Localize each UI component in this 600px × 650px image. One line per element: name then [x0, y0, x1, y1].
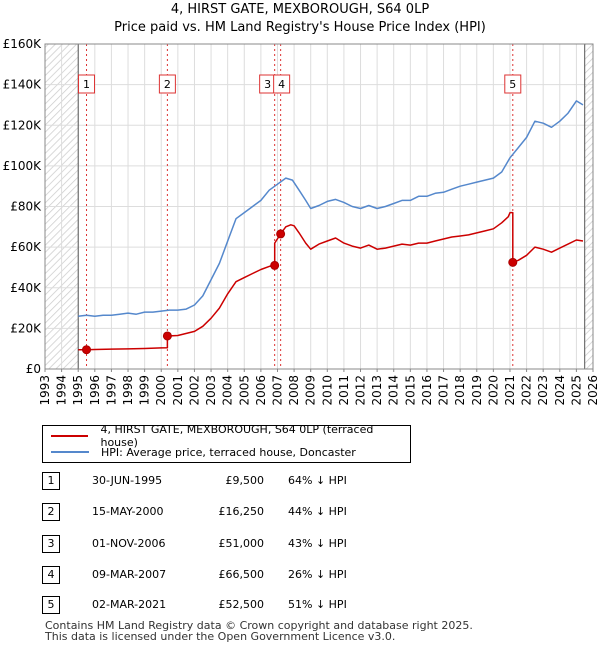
- sale-date: 15-MAY-2000: [92, 505, 164, 518]
- x-tick-label: 2004: [221, 375, 235, 406]
- x-tick-label: 2024: [553, 375, 567, 406]
- sale-hpi-diff: 44% ↓ HPI: [288, 505, 347, 518]
- x-tick-label: 2017: [437, 375, 451, 406]
- x-tick-label: 2012: [354, 375, 368, 406]
- x-tick-label: 2002: [187, 375, 201, 406]
- plot-frame: [44, 43, 594, 370]
- sale-number-badge: 4: [42, 566, 60, 584]
- chart-subtitle: Price paid vs. HM Land Registry's House …: [114, 20, 486, 35]
- x-tick-label: 2023: [536, 375, 550, 406]
- sale-number-label: 4: [278, 78, 285, 91]
- legend-label-property: 4, HIRST GATE, MEXBOROUGH, S64 0LP (terr…: [100, 423, 374, 449]
- x-tick-label: 2025: [569, 375, 583, 406]
- x-tick-label: 2016: [420, 375, 434, 406]
- sale-date: 30-JUN-1995: [92, 474, 163, 487]
- sale-number-badge: 2: [42, 503, 60, 521]
- property-series-line: [78, 211, 584, 351]
- legend-line-property: [51, 435, 89, 437]
- sale-point: [270, 260, 280, 270]
- x-tick-label: 2010: [320, 375, 334, 406]
- x-tick-label: 2022: [520, 375, 534, 406]
- sale-price: £51,000: [218, 537, 265, 550]
- sale-price: £52,500: [218, 598, 265, 611]
- y-tick-label: £100K: [3, 159, 43, 173]
- sale-price: £16,250: [218, 505, 265, 518]
- y-tick-label: £140K: [3, 78, 43, 92]
- x-tick-label: 2020: [486, 375, 500, 406]
- sale-number-box: [158, 74, 176, 94]
- sale-number-badge: 5: [42, 596, 60, 614]
- sale-price: £9,500: [225, 474, 265, 487]
- sale-number-label: 3: [264, 78, 271, 91]
- sale-point: [508, 257, 518, 267]
- x-tick-label: 2007: [270, 375, 284, 406]
- hpi-series-line: [78, 100, 584, 317]
- x-tick-label: 2019: [470, 375, 484, 406]
- sale-point: [82, 345, 92, 355]
- y-tick-label: £20K: [10, 321, 42, 335]
- chart-title: 4, HIRST GATE, MEXBOROUGH, S64 0LP: [170, 2, 430, 17]
- x-tick-label: 1998: [121, 375, 135, 406]
- sale-hpi-diff: 43% ↓ HPI: [288, 537, 347, 550]
- legend-line-hpi: [51, 451, 89, 453]
- x-tick-label: 2014: [387, 375, 401, 406]
- table-row: 5 02-MAR-2021 £52,500 51% ↓ HPI: [42, 596, 462, 614]
- x-tick-label: 2008: [287, 375, 301, 406]
- x-tick-label: 1999: [138, 375, 152, 406]
- sale-number-label: 2: [164, 78, 171, 91]
- x-tick-label: 2026: [586, 375, 600, 406]
- sale-number-box: [273, 74, 291, 94]
- sale-number-box: [78, 74, 96, 94]
- x-tick-label: 1996: [88, 375, 102, 406]
- x-tick-label: 2006: [254, 375, 268, 406]
- x-tick-label: 2000: [154, 375, 168, 406]
- x-tick-label: 2005: [237, 375, 251, 406]
- y-tick-label: £40K: [10, 281, 42, 295]
- sale-number-badge: 1: [42, 472, 60, 490]
- y-tick-label: £60K: [10, 240, 42, 254]
- sale-number-badge: 3: [42, 535, 60, 553]
- sale-number-label: 5: [509, 78, 516, 91]
- x-tick-label: 2003: [204, 375, 218, 406]
- legend: 4, HIRST GATE, MEXBOROUGH, S64 0LP (terr…: [42, 423, 411, 463]
- sale-point: [276, 229, 286, 239]
- x-tick-label: 1994: [55, 375, 69, 406]
- table-row: 3 01-NOV-2006 £51,000 43% ↓ HPI: [42, 535, 462, 553]
- sale-number-box: [504, 74, 522, 94]
- sale-price: £66,500: [218, 568, 265, 581]
- x-tick-label: 1993: [38, 375, 52, 406]
- footer-licence: This data is licensed under the Open Gov…: [45, 630, 396, 643]
- legend-label-hpi: HPI: Average price, terraced house, Donc…: [101, 445, 356, 459]
- y-tick-label: £160K: [3, 37, 43, 51]
- x-tick-label: 2001: [171, 375, 185, 406]
- y-tick-label: £120K: [3, 118, 43, 132]
- sale-hpi-diff: 26% ↓ HPI: [288, 568, 347, 581]
- legend-item-property: 4, HIRST GATE, MEXBOROUGH, S64 0LP (terr…: [51, 423, 410, 449]
- sale-hpi-diff: 64% ↓ HPI: [288, 474, 347, 487]
- table-row: 1 30-JUN-1995 £9,500 64% ↓ HPI: [42, 472, 462, 490]
- sale-date: 09-MAR-2007: [92, 568, 167, 581]
- table-row: 2 15-MAY-2000 £16,250 44% ↓ HPI: [42, 503, 462, 521]
- x-tick-label: 2011: [337, 375, 351, 406]
- x-tick-label: 1995: [71, 375, 85, 406]
- y-tick-label: £0: [26, 362, 41, 376]
- x-tick-label: 2021: [503, 375, 517, 406]
- legend-item-hpi: HPI: Average price, terraced house, Donc…: [51, 445, 356, 459]
- x-tick-label: 2015: [403, 375, 417, 406]
- x-tick-label: 1997: [104, 375, 118, 406]
- sale-number-label: 1: [83, 78, 90, 91]
- sale-point: [162, 331, 172, 341]
- sale-date: 02-MAR-2021: [92, 598, 167, 611]
- sale-hpi-diff: 51% ↓ HPI: [288, 598, 347, 611]
- y-tick-label: £80K: [10, 200, 42, 214]
- footer-copyright: Contains HM Land Registry data © Crown c…: [45, 619, 473, 632]
- x-tick-label: 2018: [453, 375, 467, 406]
- x-tick-label: 2009: [304, 375, 318, 406]
- price-chart: 1 2 3 4 5 £0 £20K £40K £60K £80K £100K £120K £140K £1…: [3, 37, 600, 406]
- table-row: 4 09-MAR-2007 £66,500 26% ↓ HPI: [42, 566, 462, 584]
- x-tick-label: 2013: [370, 375, 384, 406]
- sale-date: 01-NOV-2006: [92, 537, 166, 550]
